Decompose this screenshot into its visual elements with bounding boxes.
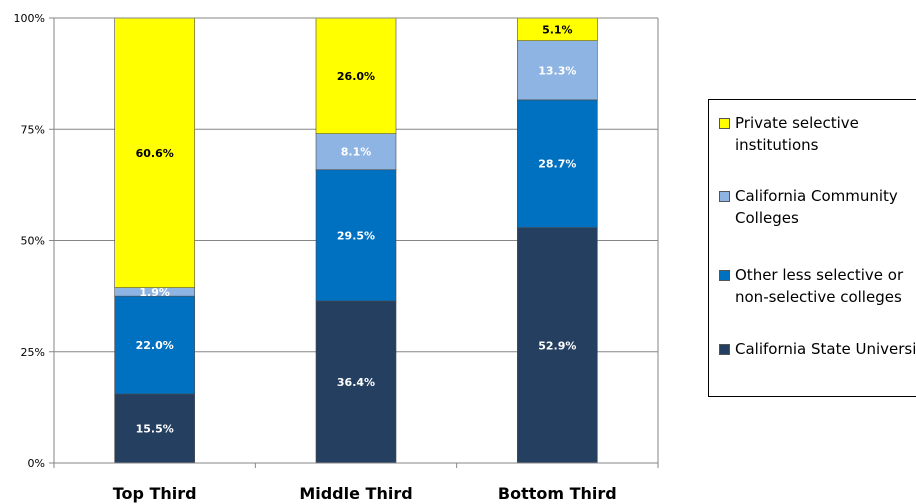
legend-item-csu: California State University bbox=[719, 338, 916, 360]
bar-segment-middle-third-private-selective-institutions bbox=[315, 17, 397, 134]
data-label-top-third-california-state-university: 15.5% bbox=[136, 423, 174, 436]
x-category-label: Middle Third bbox=[299, 484, 412, 503]
bar-segment-bottom-third-other-less-selective-or-non-selective-colleges bbox=[517, 99, 598, 228]
data-label-top-third-other-less-selective-or-non-selective-colleges: 22.0% bbox=[136, 339, 174, 352]
x-category-label: Bottom Third bbox=[498, 484, 617, 503]
y-tick-label: 100% bbox=[14, 12, 45, 25]
bars bbox=[114, 17, 598, 464]
data-label-top-third-california-community-colleges: 1.9% bbox=[139, 286, 170, 299]
legend-item-community-colleges: California Community Colleges bbox=[719, 185, 916, 229]
y-axis: 0% 25% 50% 75% 100% bbox=[14, 12, 54, 470]
legend-item-private-selective: Private selective institutions bbox=[719, 112, 916, 156]
legend: Private selective institutions Californi… bbox=[708, 99, 916, 397]
legend-label-csu: California State University bbox=[735, 340, 916, 358]
data-label-bottom-third-california-community-colleges: 13.3% bbox=[538, 64, 576, 77]
data-label-top-third-private-selective-institutions: 60.6% bbox=[136, 147, 174, 160]
y-tick-label: 75% bbox=[21, 123, 45, 136]
legend-swatch-community-colleges bbox=[719, 191, 730, 202]
legend-swatch-private-selective bbox=[719, 118, 730, 129]
data-labels: 15.5% 22.0% 1.9% 60.6% 36.4% 29.5% 8.1% 26.0% 52… bbox=[136, 23, 577, 435]
legend-item-other-colleges: Other less selective or non-selective co… bbox=[719, 264, 916, 308]
legend-label-community-colleges: California Community Colleges bbox=[735, 187, 898, 227]
x-category-label: Top Third bbox=[113, 484, 197, 503]
data-label-bottom-third-other-less-selective-or-non-selective-colleges: 28.7% bbox=[538, 158, 576, 171]
data-label-middle-third-california-community-colleges: 8.1% bbox=[341, 146, 372, 159]
data-label-bottom-third-private-selective-institutions: 5.1% bbox=[542, 23, 573, 36]
legend-swatch-other-colleges bbox=[719, 270, 730, 281]
legend-swatch-csu bbox=[719, 344, 730, 355]
bar-segment-top-third-other-less-selective-or-non-selective-colleges bbox=[114, 295, 195, 395]
bar-segment-top-third-private-selective-institutions bbox=[114, 17, 195, 288]
legend-label-private-selective: Private selective institutions bbox=[735, 114, 859, 154]
data-label-middle-third-other-less-selective-or-non-selective-colleges: 29.5% bbox=[337, 229, 375, 242]
data-label-middle-third-california-state-university: 36.4% bbox=[337, 376, 375, 389]
y-tick-label: 25% bbox=[21, 346, 45, 359]
bar-segment-middle-third-california-community-colleges bbox=[315, 133, 397, 171]
x-axis: Top Third Middle Third Bottom Third bbox=[53, 463, 659, 503]
data-label-middle-third-private-selective-institutions: 26.0% bbox=[337, 70, 375, 83]
y-tick-label: 0% bbox=[28, 457, 45, 470]
bar-segment-bottom-third-california-state-university bbox=[517, 227, 598, 464]
y-tick-label: 50% bbox=[21, 235, 45, 248]
legend-label-other-colleges: Other less selective or non-selective co… bbox=[735, 266, 904, 306]
data-label-bottom-third-california-state-university: 52.9% bbox=[538, 339, 576, 352]
